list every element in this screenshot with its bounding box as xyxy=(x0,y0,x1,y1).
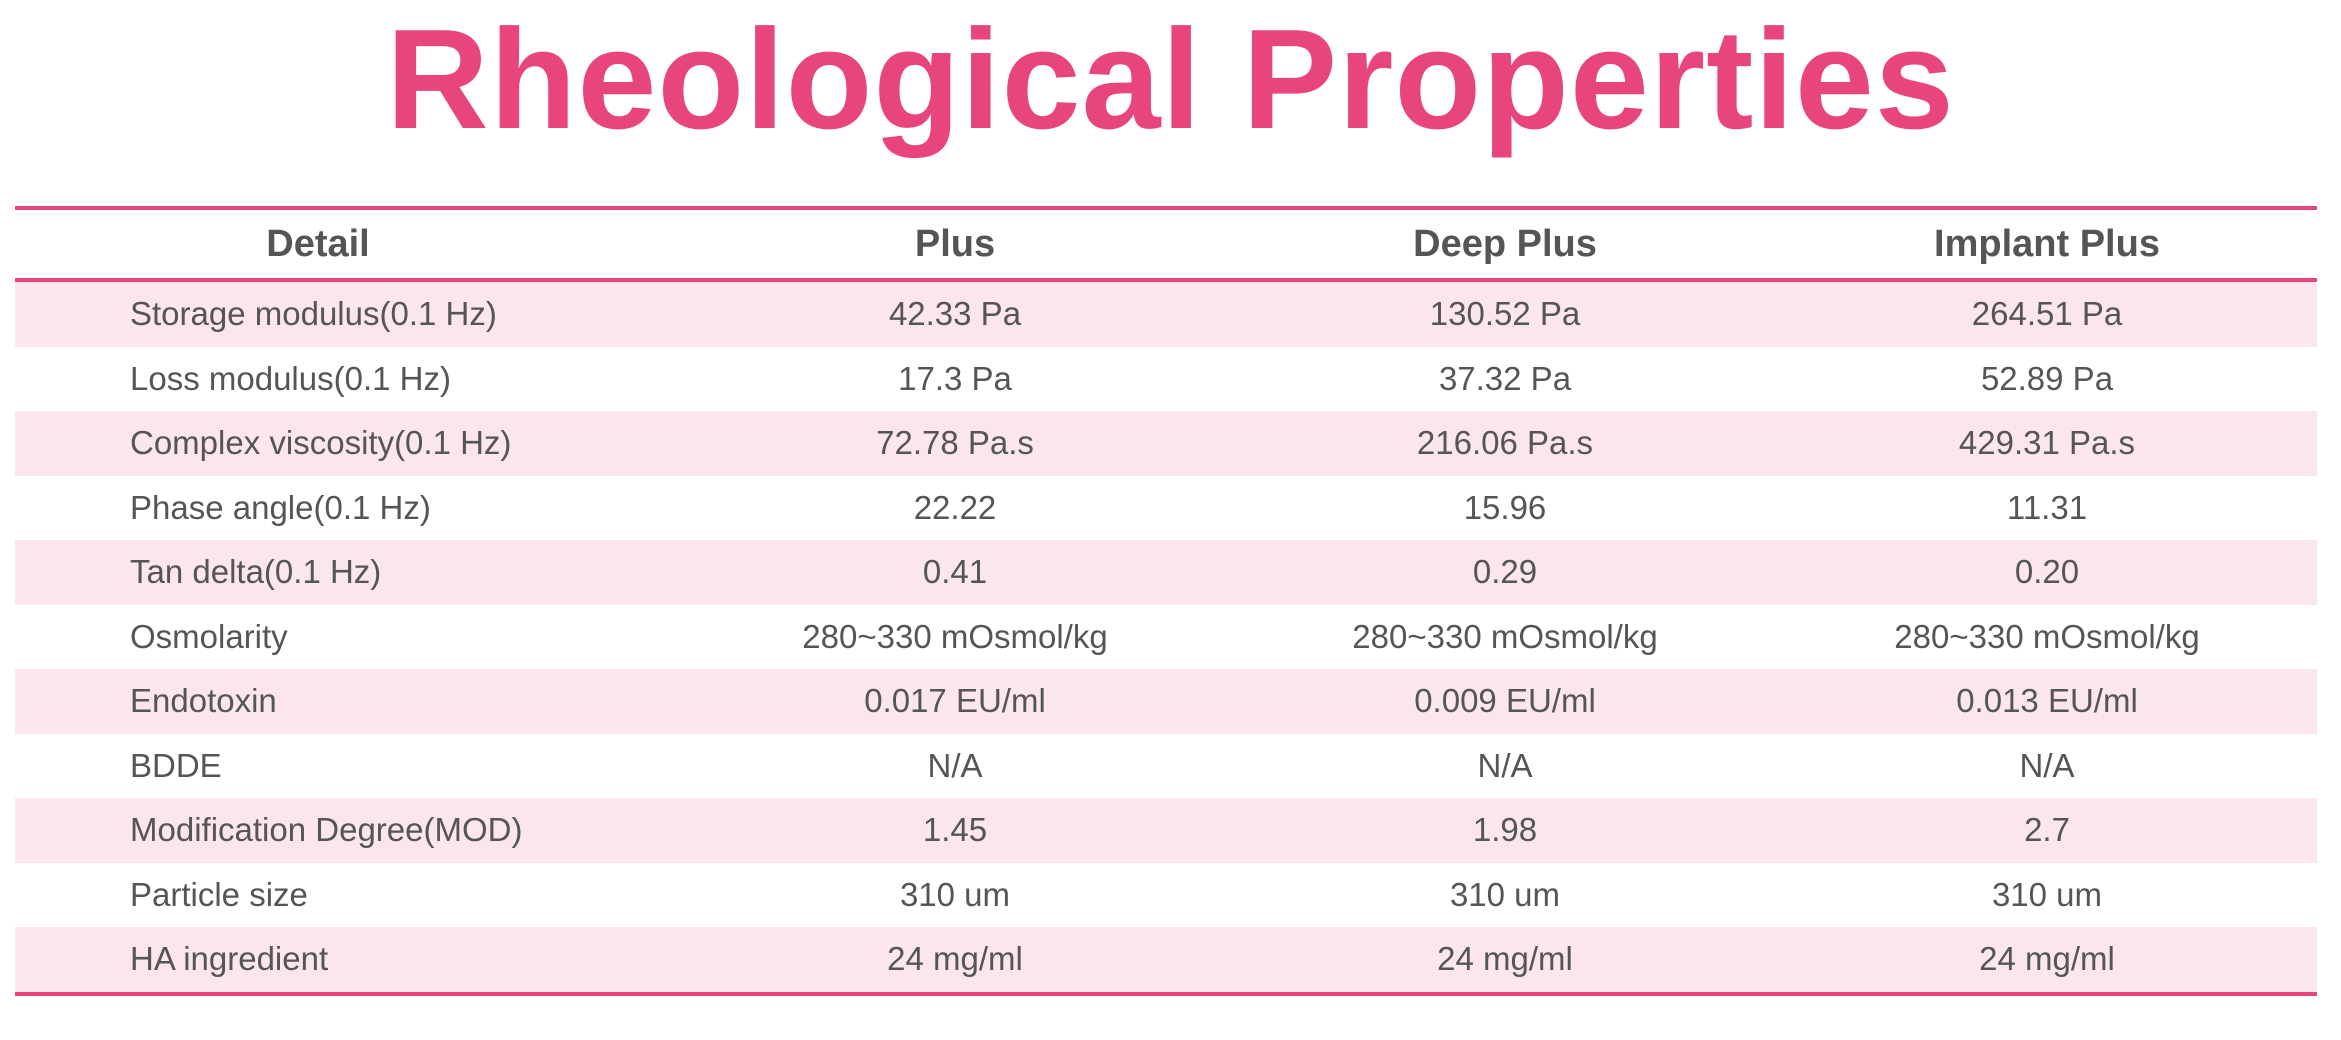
cell: Deep Plus xyxy=(1413,222,1597,265)
cell: 0.20 xyxy=(2014,553,2080,591)
row-label: Modification Degree(MOD) xyxy=(130,811,523,849)
cell: 310 um xyxy=(1449,875,1561,913)
cell: 216.06 Pa.s xyxy=(1416,424,1594,462)
cell: 0.009 EU/ml xyxy=(1414,682,1596,720)
title: Rheological Properties xyxy=(386,0,1955,159)
cell: 24 mg/ml xyxy=(1979,940,2115,978)
cell: Implant Plus xyxy=(1934,222,2160,265)
table-row: Osmolarity 280~330 mOsmol/kg 280~330 mOsmo… xyxy=(15,605,2317,670)
table-row: Complex viscosity(0.1 Hz) 72.78 Pa.s 216.0… xyxy=(15,411,2317,476)
row-label: Complex viscosity(0.1 Hz) xyxy=(130,424,512,462)
top-rule xyxy=(15,206,2317,210)
cell: 280~330 mOsmol/kg xyxy=(802,617,1108,655)
cell: 280~330 mOsmol/kg xyxy=(1894,617,2200,655)
cell: 17.3 Pa xyxy=(898,359,1012,397)
row-label: Tan delta(0.1 Hz) xyxy=(130,553,382,591)
cell: 264.51 Pa xyxy=(1971,295,2123,333)
cell: 1.98 xyxy=(1472,811,1538,849)
row-label: Storage modulus(0.1 Hz) xyxy=(130,295,497,333)
cell: 37.32 Pa xyxy=(1438,359,1572,397)
cell: Detail xyxy=(266,222,370,265)
table-row: Particle size 310 um 310 um 310 um xyxy=(15,863,2317,928)
cell: 280~330 mOsmol/kg xyxy=(1352,617,1658,655)
cell: 0.41 xyxy=(922,553,988,591)
cell: 0.013 EU/ml xyxy=(1956,682,2138,720)
table-row: Endotoxin 0.017 EU/ml 0.009 EU/ml 0.013 EU/… xyxy=(15,669,2317,734)
cell: 52.89 Pa xyxy=(1980,359,2114,397)
table-row: BDDE N/A N/A N/A xyxy=(15,734,2317,799)
cell: 24 mg/ml xyxy=(887,940,1023,978)
cell: 72.78 Pa.s xyxy=(876,424,1034,462)
cell: 1.45 xyxy=(922,811,988,849)
cell: 42.33 Pa xyxy=(888,295,1022,333)
cell: 2.7 xyxy=(2024,811,2070,849)
cell: 429.31 Pa.s xyxy=(1958,424,2136,462)
row-label: Endotoxin xyxy=(130,682,277,720)
header-row: Detail Plus Deep Plus Implant Plus xyxy=(15,210,2317,278)
table-row: Modification Degree(MOD) 1.45 1.98 2.7 xyxy=(15,798,2317,863)
row-label: Loss modulus(0.1 Hz) xyxy=(130,359,451,397)
row-label: Phase angle(0.1 Hz) xyxy=(130,488,431,526)
cell: 310 um xyxy=(1991,875,2103,913)
table-row: Tan delta(0.1 Hz) 0.41 0.29 0.20 xyxy=(15,540,2317,605)
cell: 15.96 xyxy=(1463,488,1547,526)
cell: 310 um xyxy=(899,875,1011,913)
cell: N/A xyxy=(927,746,983,784)
row-label: BDDE xyxy=(130,746,222,784)
table-row: Phase angle(0.1 Hz) 22.22 15.96 11.31 xyxy=(15,476,2317,541)
cell: N/A xyxy=(2019,746,2075,784)
header-rule xyxy=(15,278,2317,282)
row-label: Particle size xyxy=(130,875,308,913)
table-row: HA ingredient 24 mg/ml 24 mg/ml 24 mg/ml xyxy=(15,927,2317,992)
row-label: Osmolarity xyxy=(130,617,288,655)
cell: 24 mg/ml xyxy=(1437,940,1573,978)
cell: 130.52 Pa xyxy=(1429,295,1581,333)
bottom-rule xyxy=(15,991,2317,996)
cell: 0.29 xyxy=(1472,553,1538,591)
row-label: HA ingredient xyxy=(130,940,329,978)
cell: 11.31 xyxy=(2006,488,2088,526)
table-row: Storage modulus(0.1 Hz) 42.33 Pa 130.52 Pa… xyxy=(15,282,2317,347)
cell: 22.22 xyxy=(913,488,997,526)
cell: N/A xyxy=(1477,746,1533,784)
table-row: Loss modulus(0.1 Hz) 17.3 Pa 37.32 Pa 52.89… xyxy=(15,347,2317,412)
cell: Plus xyxy=(914,222,996,265)
cell: 0.017 EU/ml xyxy=(864,682,1046,720)
